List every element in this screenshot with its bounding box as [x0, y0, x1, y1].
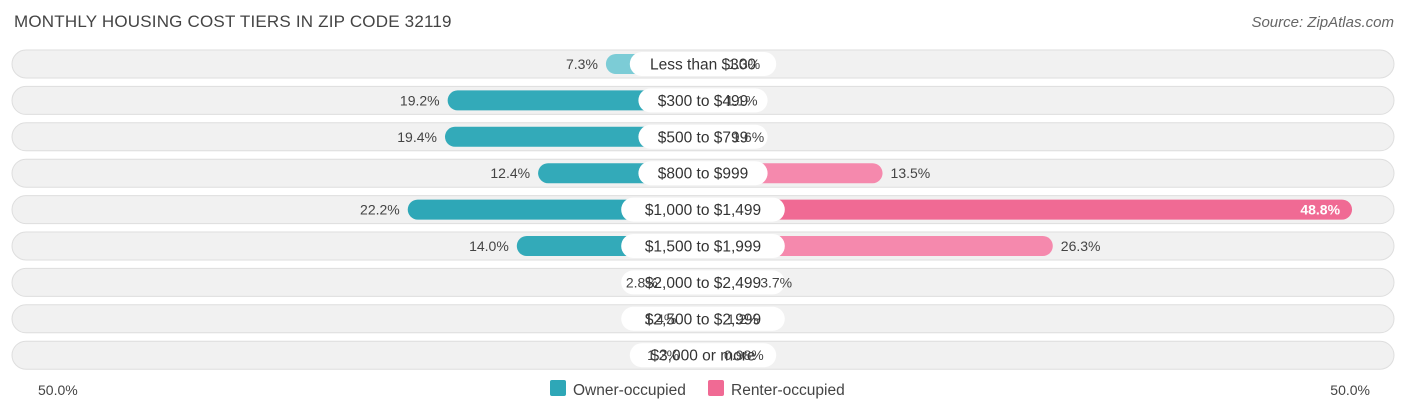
category-label: $3,000 or more — [650, 348, 755, 365]
legend-swatch-owner — [550, 380, 566, 396]
category-pill — [621, 234, 785, 258]
value-label-renter: 1.2% — [727, 311, 759, 327]
category-pill — [638, 161, 768, 186]
chart-row: $1,000 to $1,499 22.2% 48.8% — [11, 195, 1395, 225]
category-pill — [629, 52, 777, 76]
value-label-owner: 1.2% — [647, 347, 679, 363]
category-label: $1,500 to $1,999 — [645, 239, 761, 256]
value-label-renter: 0.98% — [724, 347, 764, 363]
value-label-owner: 12.4% — [490, 165, 530, 181]
chart-row: $300 to $499 19.2% 1.1% — [11, 85, 1395, 115]
category-label: $300 to $499 — [658, 93, 749, 110]
value-label-owner: 22.2% — [360, 202, 400, 218]
category-pill — [621, 270, 785, 295]
bar-renter — [693, 199, 1353, 220]
category-label: $1,000 to $1,499 — [645, 202, 761, 219]
chart-title: MONTHLY HOUSING COST TIERS IN ZIP CODE 3… — [14, 12, 452, 31]
value-label-renter: 48.8% — [1300, 202, 1340, 218]
category-pill — [629, 343, 777, 368]
category-label: $500 to $799 — [658, 129, 749, 146]
value-label-owner: 1.4% — [644, 311, 676, 327]
axis-label-left: 50.0% — [38, 382, 78, 398]
value-label-owner: 19.2% — [400, 92, 440, 108]
category-label: Less than $300 — [650, 57, 756, 74]
category-label: $2,000 to $2,499 — [645, 275, 761, 292]
axis-label-right: 50.0% — [1330, 382, 1370, 398]
category-pill — [621, 197, 785, 222]
legend-label-owner: Owner-occupied — [573, 382, 686, 399]
category-label: $800 to $999 — [658, 166, 749, 183]
category-pill — [621, 306, 785, 331]
category-pill — [638, 88, 768, 113]
value-label-renter: 1.6% — [732, 129, 764, 145]
value-label-renter: 1.3% — [728, 56, 760, 72]
chart-rows: Less than $300 7.3% 1.3% $300 to $499 19.2% 1… — [11, 49, 1395, 370]
chart-row: $800 to $999 12.4% 13.5% — [11, 158, 1395, 188]
category-pill — [638, 124, 768, 149]
value-label-owner: 2.8% — [626, 274, 658, 290]
chart-row: $500 to $799 19.4% 1.6% — [11, 122, 1395, 152]
value-label-owner: 19.4% — [397, 129, 437, 145]
chart-row: $1,500 to $1,999 14.0% 26.3% — [11, 231, 1395, 261]
value-label-renter: 26.3% — [1061, 238, 1101, 254]
category-label: $2,500 to $2,999 — [645, 311, 761, 328]
chart-source: Source: ZipAtlas.com — [1251, 14, 1394, 31]
value-label-owner: 7.3% — [566, 56, 598, 72]
legend: Owner-occupied Renter-occupied — [550, 380, 845, 399]
value-label-renter: 13.5% — [891, 165, 931, 181]
value-label-renter: 1.1% — [726, 92, 758, 108]
value-label-owner: 14.0% — [469, 238, 509, 254]
value-label-renter: 3.7% — [760, 274, 792, 290]
legend-label-renter: Renter-occupied — [731, 382, 845, 399]
chart-row: Less than $300 7.3% 1.3% — [11, 49, 1395, 79]
legend-swatch-renter — [708, 380, 724, 396]
